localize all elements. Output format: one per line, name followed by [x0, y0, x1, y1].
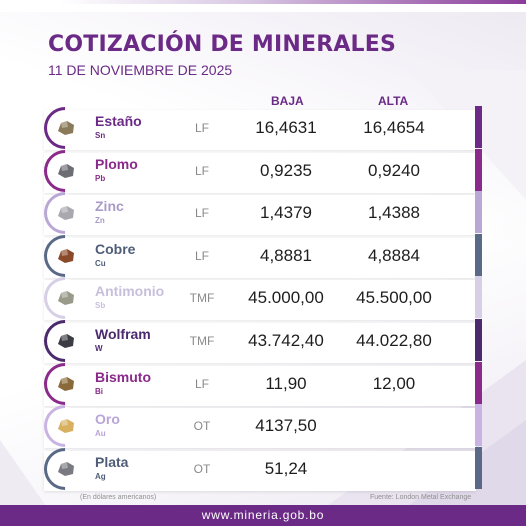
mineral-name: Plata [95, 454, 129, 470]
price-low: 0,9235 [260, 161, 312, 180]
row-accent-bar [475, 234, 482, 276]
mineral-sample-icon [58, 291, 74, 305]
top-accent-bar [0, 0, 526, 12]
mineral-sample-icon [58, 419, 74, 433]
row-accent-bar [475, 106, 482, 148]
mineral-symbol: Pb [95, 174, 106, 183]
page-date: 11 DE NOVIEMBRE DE 2025 [48, 62, 233, 78]
price-high: 12,00 [372, 374, 416, 393]
row-panel [44, 280, 476, 320]
mineral-sample-icon [58, 164, 74, 178]
mineral-symbol: Cu [95, 259, 106, 268]
mineral-row-7: Oro Au OT 4137,50 [35, 396, 482, 456]
mineral-name: Zinc [95, 198, 124, 214]
mineral-sample-icon [58, 121, 74, 135]
row-panel [44, 451, 476, 491]
price-high: 1,4388 [368, 203, 420, 222]
row-accent-bar [475, 149, 482, 191]
mineral-name: Wolfram [95, 326, 151, 342]
mineral-name: Antimonio [95, 283, 165, 299]
mineral-unit: LF [194, 377, 209, 391]
price-high: 45.500,00 [356, 288, 432, 307]
mineral-row-4: Antimonio Sb TMF 45.000,00 45.500,00 [35, 268, 482, 328]
row-accent-bar [475, 447, 482, 489]
mineral-unit: OT [193, 419, 211, 433]
mineral-sample-icon [58, 249, 74, 263]
column-header-low: BAJA [271, 94, 304, 108]
row-panel [44, 366, 476, 406]
row-panel [44, 110, 476, 150]
mineral-unit: TMF [189, 334, 215, 348]
price-high: 44.022,80 [356, 331, 432, 350]
mineral-name: Bismuto [95, 369, 151, 385]
price-low: 4,8881 [260, 246, 312, 265]
mineral-name: Oro [95, 411, 120, 427]
mineral-symbol: Sb [95, 301, 106, 310]
mineral-unit: OT [193, 462, 211, 476]
mineral-symbol: Bi [95, 387, 103, 396]
mineral-row-0: Estaño Sn LF 16,4631 16,4654 [35, 98, 482, 158]
mineral-name: Estaño [95, 113, 142, 129]
mineral-row-1: Plomo Pb LF 0,9235 0,9240 [35, 141, 482, 201]
row-panel [44, 323, 476, 363]
mineral-sample-icon [58, 377, 74, 391]
price-low: 16,4631 [255, 118, 317, 137]
price-low: 43.742,40 [248, 331, 324, 350]
mineral-unit: LF [194, 164, 209, 178]
mineral-unit: LF [194, 249, 209, 263]
price-low: 11,90 [265, 374, 307, 393]
price-low: 4137,50 [255, 416, 317, 435]
mineral-unit: TMF [189, 291, 215, 305]
row-accent-bar [475, 191, 482, 233]
page-title: COTIZACIÓN DE MINERALES [48, 32, 397, 57]
currency-note: (En dólares americanos) [80, 494, 157, 501]
mineral-symbol: Sn [95, 131, 106, 140]
mineral-symbol: Zn [95, 216, 105, 225]
mineral-row-6: Bismuto Bi LF 11,90 12,00 [35, 354, 482, 414]
mineral-symbol: Au [95, 429, 106, 438]
price-low: 45.000,00 [248, 288, 324, 307]
price-high: 4,8884 [368, 246, 420, 265]
column-header-high: ALTA [378, 94, 409, 108]
mineral-name: Plomo [95, 156, 138, 172]
row-accent-bar [475, 404, 482, 446]
mineral-sample-icon [58, 334, 74, 348]
row-accent-bar [475, 319, 482, 361]
mineral-sample-icon [58, 462, 74, 476]
mineral-name: Cobre [95, 241, 136, 257]
row-panel [44, 408, 476, 448]
website-url[interactable]: www.mineria.gob.bo [201, 508, 325, 522]
price-high: 16,4654 [363, 118, 425, 137]
price-low: 1,4379 [260, 203, 312, 222]
mineral-symbol: W [95, 344, 103, 353]
row-panel [44, 195, 476, 235]
row-panel [44, 153, 476, 193]
source-note: Fuente: London Metal Exchange [370, 494, 472, 501]
price-low: 51,24 [264, 459, 308, 478]
row-panel [44, 238, 476, 278]
mineral-row-5: Wolfram W TMF 43.742,40 44.022,80 [35, 311, 482, 371]
mineral-row-2: Zinc Zn LF 1,4379 1,4388 [35, 183, 482, 243]
price-high: 0,9240 [368, 161, 420, 180]
mineral-sample-icon [58, 206, 74, 220]
mineral-row-8: Plata Ag OT 51,24 [35, 439, 482, 499]
mineral-symbol: Ag [95, 472, 106, 481]
row-accent-bar [475, 362, 482, 404]
mineral-unit: LF [194, 121, 209, 135]
mineral-row-3: Cobre Cu LF 4,8881 4,8884 [35, 226, 482, 286]
row-accent-bar [475, 276, 482, 318]
mineral-unit: LF [194, 206, 209, 220]
footer-bar: www.mineria.gob.bo [0, 505, 526, 526]
